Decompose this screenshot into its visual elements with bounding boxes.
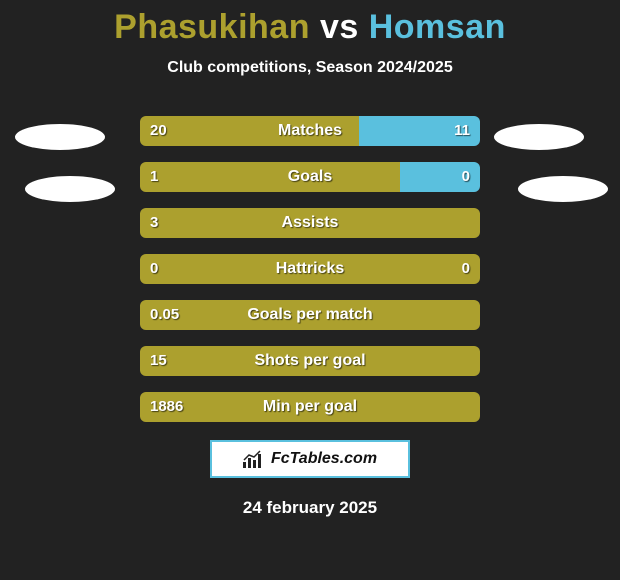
brand-text: FcTables.com (271, 450, 377, 468)
stat-row: 0.05Goals per match (0, 292, 620, 338)
team-ellipse (494, 124, 584, 150)
stat-label: Matches (140, 116, 480, 146)
bar-track: 2011Matches (140, 116, 480, 146)
chart-icon (243, 450, 265, 468)
bar-track: 3Assists (140, 208, 480, 238)
stat-row: 3Assists (0, 200, 620, 246)
stat-label: Hattricks (140, 254, 480, 284)
subtitle: Club competitions, Season 2024/2025 (0, 59, 620, 77)
bar-track: 0.05Goals per match (140, 300, 480, 330)
comparison-chart: 2011Matches 10Goals 3Assists 00Hattricks 0.0… (0, 108, 620, 430)
vs-text: vs (320, 8, 359, 46)
team-ellipse (25, 176, 115, 202)
team-ellipse (518, 176, 608, 202)
stat-row: 15Shots per goal (0, 338, 620, 384)
stat-label: Shots per goal (140, 346, 480, 376)
stat-label: Goals per match (140, 300, 480, 330)
stat-row: 00Hattricks (0, 246, 620, 292)
bar-track: 00Hattricks (140, 254, 480, 284)
bar-track: 1886Min per goal (140, 392, 480, 422)
bar-track: 15Shots per goal (140, 346, 480, 376)
stat-label: Min per goal (140, 392, 480, 422)
player2-name: Homsan (369, 8, 506, 46)
stat-label: Assists (140, 208, 480, 238)
stat-row: 1886Min per goal (0, 384, 620, 430)
bar-track: 10Goals (140, 162, 480, 192)
player1-name: Phasukihan (114, 8, 310, 46)
team-ellipse (15, 124, 105, 150)
brand-badge[interactable]: FcTables.com (210, 440, 410, 478)
page-title: Phasukihan vs Homsan (0, 0, 620, 47)
stat-label: Goals (140, 162, 480, 192)
date-text: 24 february 2025 (0, 498, 620, 518)
